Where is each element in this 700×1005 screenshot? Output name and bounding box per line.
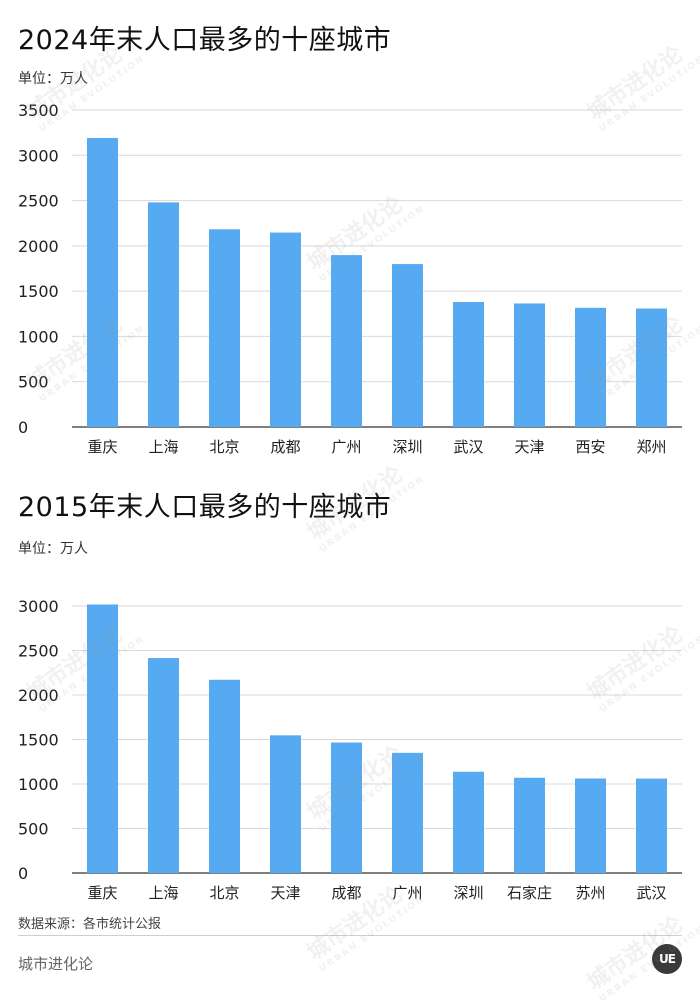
y-tick-label: 3500 — [18, 101, 59, 120]
y-tick-label: 2500 — [18, 642, 59, 661]
y-tick-label: 0 — [18, 418, 28, 437]
x-tick-label: 天津 — [270, 884, 300, 902]
bar-深圳 — [392, 264, 423, 427]
x-tick-label: 上海 — [148, 884, 178, 902]
bar-上海 — [148, 658, 179, 873]
y-tick-label: 1000 — [18, 775, 59, 794]
data-source-note: 数据来源：各市统计公报 — [18, 917, 162, 932]
chart-1-title: 2024年末人口最多的十座城市 — [18, 25, 392, 56]
y-tick-label: 500 — [18, 373, 49, 392]
bar-广州 — [331, 255, 362, 427]
bar-成都 — [331, 742, 362, 873]
bar-北京 — [209, 679, 240, 873]
x-tick-label: 广州 — [392, 884, 422, 902]
brand-name: 城市进化论 — [18, 955, 94, 973]
x-tick-label: 北京 — [209, 884, 239, 902]
bar-上海 — [148, 202, 179, 427]
bar-石家庄 — [514, 777, 545, 873]
x-tick-label: 广州 — [331, 438, 361, 456]
y-tick-label: 3000 — [18, 146, 59, 165]
x-tick-label: 石家庄 — [507, 884, 552, 902]
bar-重庆 — [87, 604, 118, 873]
y-tick-label: 2000 — [18, 686, 59, 705]
footer-divider — [18, 935, 682, 936]
bar-广州 — [392, 752, 423, 873]
bar-苏州 — [575, 778, 606, 873]
bar-天津 — [270, 735, 301, 873]
x-tick-label: 深圳 — [392, 438, 422, 456]
y-tick-label: 1000 — [18, 327, 59, 346]
y-tick-label: 2000 — [18, 237, 59, 256]
bar-郑州 — [636, 308, 667, 427]
chart-2-bar-chart: 0 500 1000 1500 2000 2500 3000 重庆 上海 北京 天津 成都 广州 深圳 石家… — [18, 597, 682, 902]
bar-重庆 — [87, 137, 118, 427]
x-tick-label: 北京 — [209, 438, 239, 456]
y-tick-label: 500 — [18, 820, 49, 839]
x-tick-label: 重庆 — [87, 438, 117, 456]
chart-1-unit-label: 单位：万人 — [18, 71, 88, 87]
x-tick-label: 深圳 — [453, 884, 483, 902]
x-tick-label: 西安 — [575, 438, 605, 456]
chart-1-bar-chart: 0 500 1000 1500 2000 2500 3000 3500 重庆 上海 北京 成都 广州 深圳… — [18, 101, 682, 456]
bar-西安 — [575, 307, 606, 427]
y-tick-label: 0 — [18, 864, 28, 883]
x-tick-label: 天津 — [514, 438, 544, 456]
x-tick-label: 郑州 — [636, 438, 666, 456]
y-tick-label: 1500 — [18, 282, 59, 301]
brand-logo: UE — [652, 944, 682, 974]
x-tick-label: 武汉 — [636, 884, 666, 902]
x-tick-label: 武汉 — [453, 438, 483, 456]
bar-武汉 — [636, 778, 667, 873]
y-tick-label: 3000 — [18, 597, 59, 616]
y-tick-label: 2500 — [18, 192, 59, 211]
bar-成都 — [270, 232, 301, 427]
chart-2-title: 2015年末人口最多的十座城市 — [18, 492, 392, 523]
chart-2-unit-label: 单位：万人 — [18, 541, 88, 557]
bar-天津 — [514, 303, 545, 427]
x-tick-label: 成都 — [270, 438, 300, 456]
x-tick-label: 上海 — [148, 438, 178, 456]
x-tick-label: 苏州 — [575, 884, 605, 902]
x-tick-label: 重庆 — [87, 884, 117, 902]
bar-北京 — [209, 229, 240, 427]
bar-武汉 — [453, 302, 484, 427]
y-tick-label: 1500 — [18, 731, 59, 750]
x-tick-label: 成都 — [331, 884, 361, 902]
bar-深圳 — [453, 771, 484, 873]
